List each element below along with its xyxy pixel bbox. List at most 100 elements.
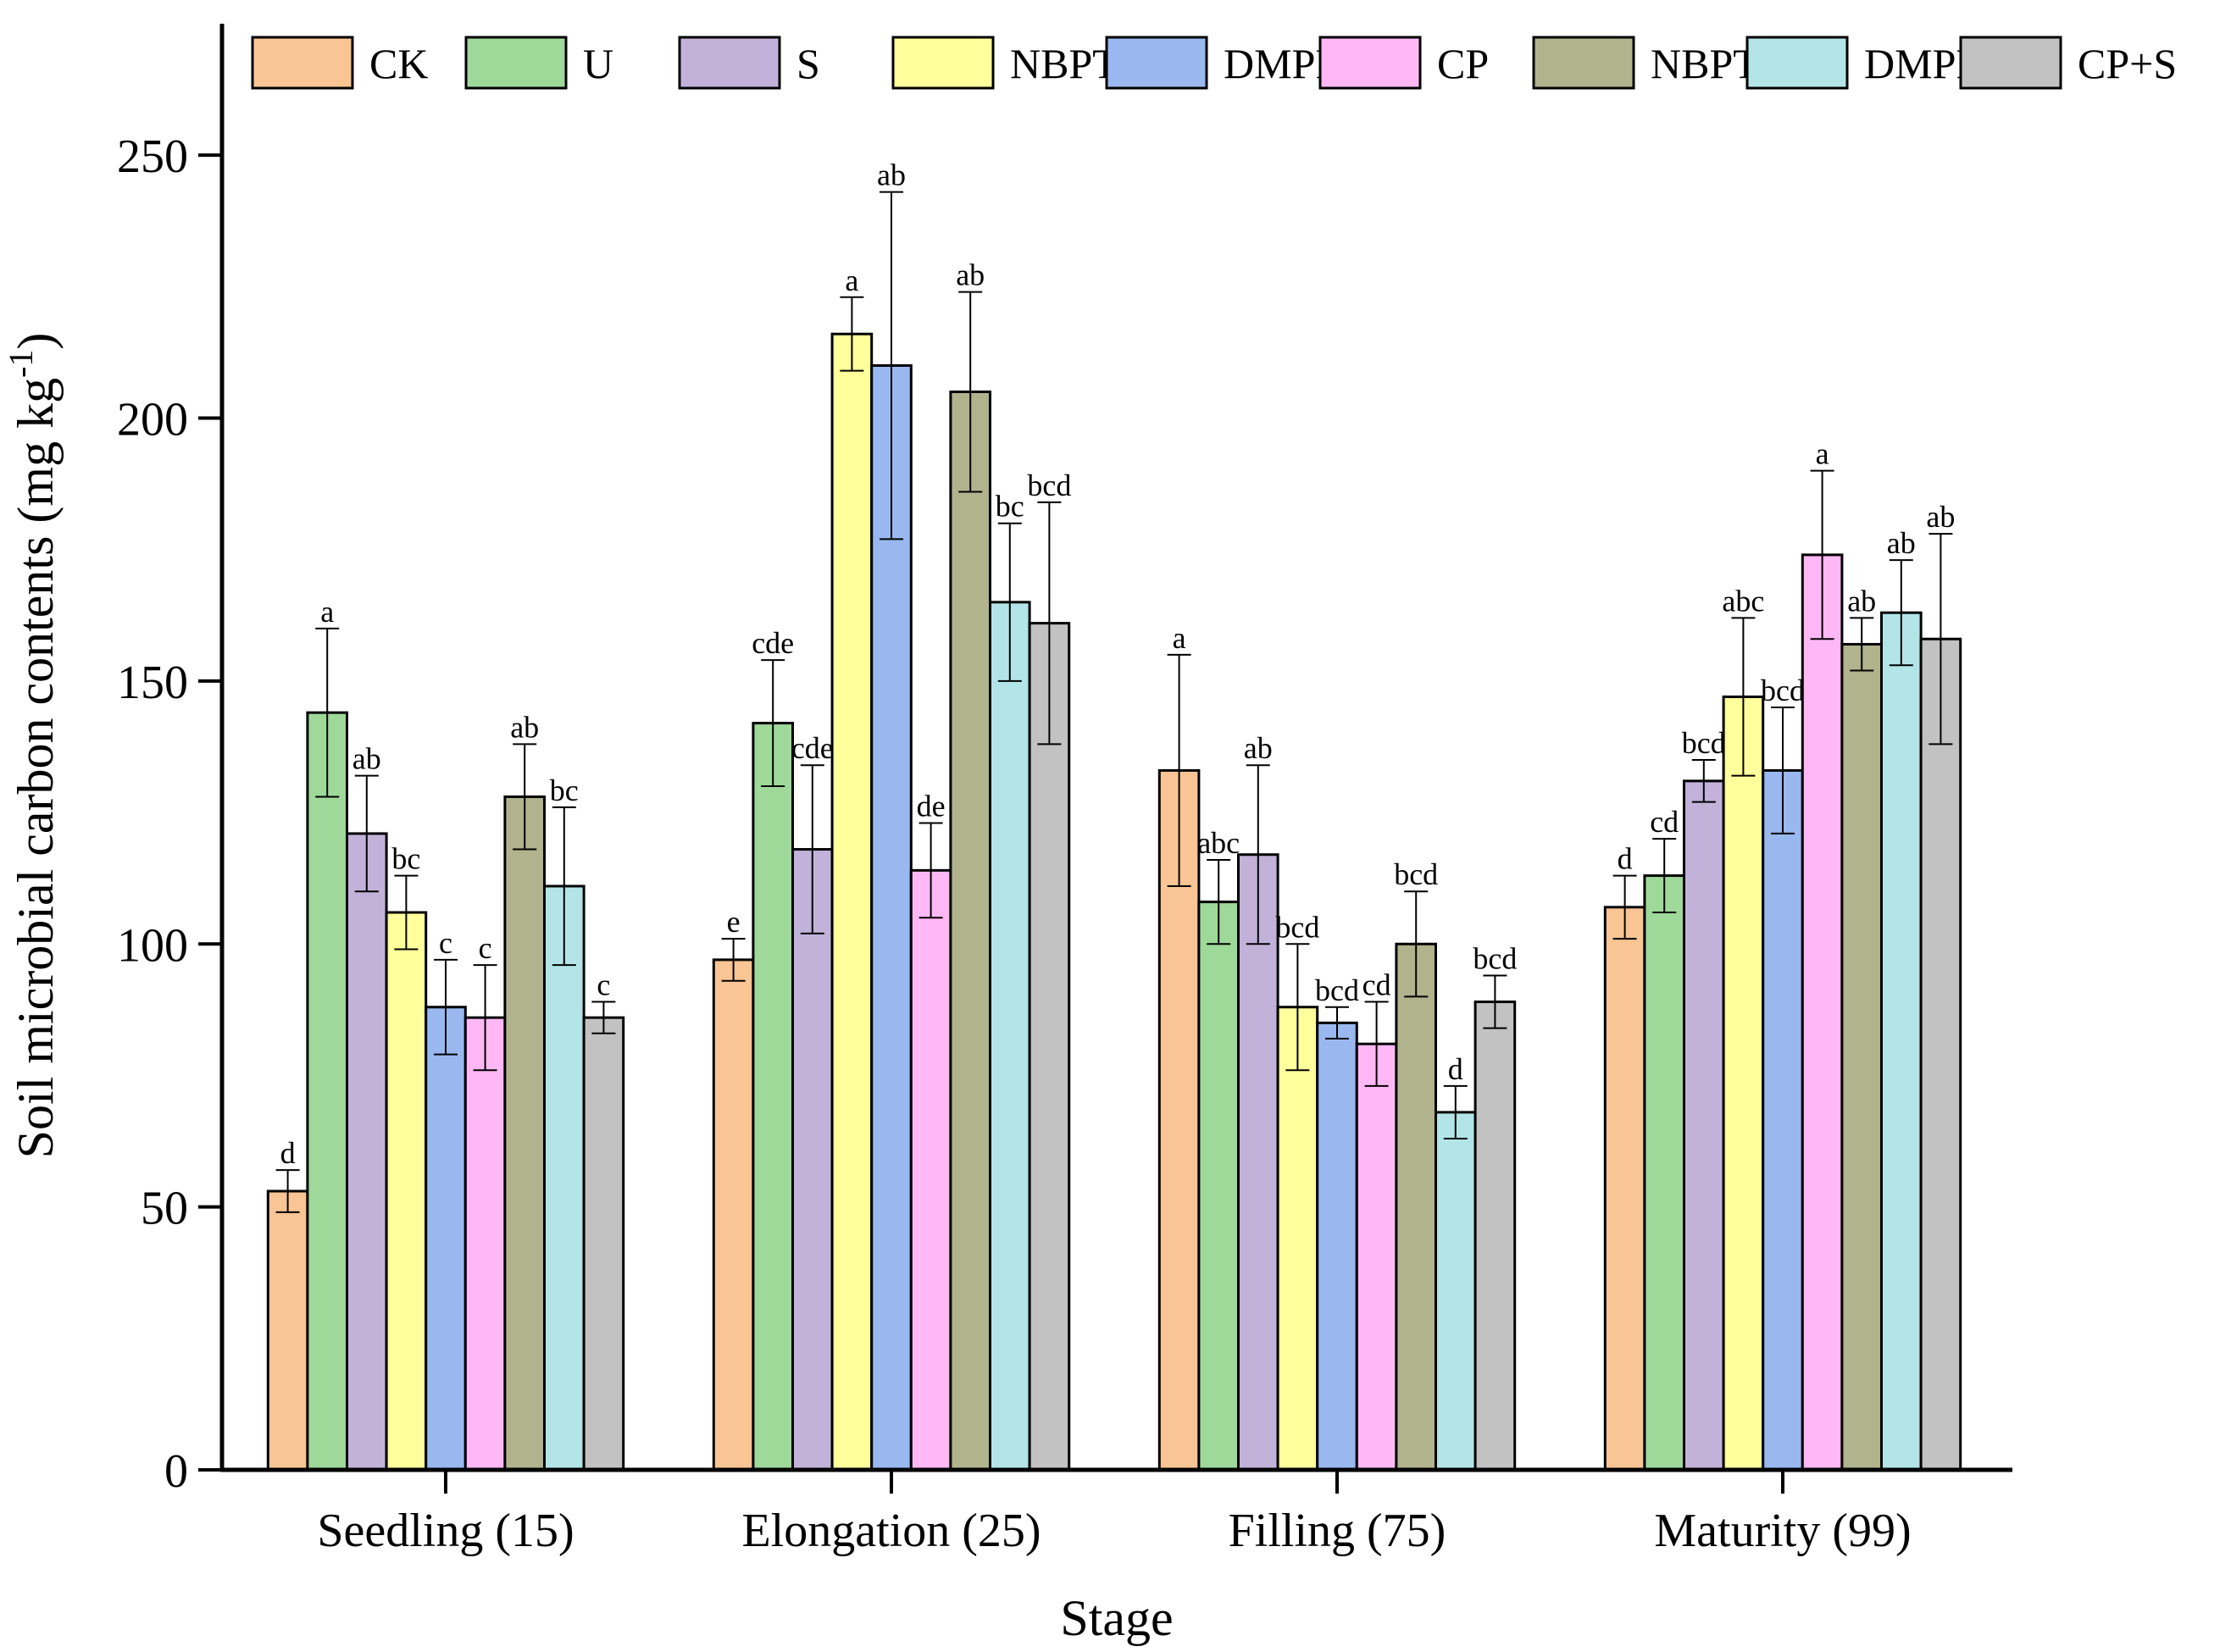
bar <box>1028 622 1071 1472</box>
significance-label: cd <box>1362 968 1391 1002</box>
y-axis-title-close: ) <box>8 333 64 350</box>
y-axis-title-sup: -1 <box>2 350 40 378</box>
legend-label: CP+S <box>2078 40 2177 87</box>
bar <box>1603 906 1646 1472</box>
x-tick-label: Maturity (99) <box>1654 1505 1911 1557</box>
significance-label: e <box>727 905 741 939</box>
bar <box>1840 642 1883 1472</box>
significance-label: ab <box>352 742 381 776</box>
bar <box>1473 1001 1517 1472</box>
significance-label: a <box>320 595 334 629</box>
y-tick-label: 250 <box>117 130 188 183</box>
bar <box>582 1016 625 1472</box>
y-axis-title: Soil microbial carbon contents (mg kg-1) <box>2 333 64 1159</box>
legend-label: CP <box>1437 40 1489 87</box>
significance-label: a <box>845 263 858 297</box>
bar <box>1880 611 1923 1472</box>
y-tick-label: 100 <box>117 919 188 972</box>
y-tick-label: 200 <box>117 394 188 446</box>
legend-swatch <box>251 36 354 90</box>
bar <box>949 391 992 1472</box>
bar <box>266 1189 309 1472</box>
significance-label: ab <box>510 710 539 744</box>
significance-label: d <box>1448 1052 1463 1086</box>
significance-label: de <box>917 790 946 823</box>
legend-label: S <box>796 40 820 87</box>
legend-label: U <box>583 40 613 87</box>
y-tick-label: 50 <box>141 1183 188 1235</box>
legend: CK U S NBPT DMPP CP NBPT+S DMPP+S CP+S <box>251 36 2177 90</box>
bar <box>1683 779 1725 1472</box>
x-ticks: Seedling (15) Elongation (25) Filling (75)… <box>317 1470 1912 1557</box>
legend-swatch <box>678 36 781 90</box>
y-axis-title-main: Soil microbial carbon contents (mg kg <box>8 378 64 1158</box>
legend-swatch <box>1959 36 2062 90</box>
bar <box>1276 1006 1319 1472</box>
legend-swatch <box>464 36 568 90</box>
significance-label: cd <box>1650 805 1679 839</box>
x-tick-label: Seedling (15) <box>317 1505 574 1557</box>
x-tick-label: Filling (75) <box>1229 1505 1446 1557</box>
bar <box>1316 1021 1358 1472</box>
significance-label: d <box>280 1136 296 1170</box>
x-tick-label: Elongation (25) <box>741 1505 1041 1557</box>
legend-swatch <box>1105 36 1208 90</box>
bar <box>463 1016 507 1472</box>
significance-label: c <box>439 926 452 960</box>
bar <box>712 958 755 1472</box>
bar <box>1197 901 1240 1472</box>
significance-label: bcd <box>1682 726 1726 760</box>
y-tick-label: 150 <box>117 657 188 709</box>
significance-label: bcd <box>1394 857 1438 891</box>
legend-swatch <box>1532 36 1635 90</box>
bar <box>1157 768 1201 1472</box>
legend-label: CK <box>369 40 428 87</box>
significance-label: ab <box>956 258 985 292</box>
bar <box>752 722 795 1472</box>
bar <box>1801 553 1844 1472</box>
significance-label: cde <box>791 731 834 765</box>
bar <box>543 884 585 1472</box>
legend-swatch <box>891 36 995 90</box>
axes <box>219 24 2012 1472</box>
bar <box>1355 1042 1398 1472</box>
significance-label: ab <box>1887 526 1916 560</box>
bar <box>346 832 388 1472</box>
bar <box>870 363 913 1472</box>
significance-label: bcd <box>1275 910 1319 944</box>
bar <box>1395 942 1438 1472</box>
significance-label: d <box>1618 842 1633 876</box>
significance-label: ab <box>1244 731 1273 765</box>
bar <box>1722 696 1765 1472</box>
bar <box>791 848 834 1472</box>
significance-label: bcd <box>1027 468 1071 502</box>
legend-label: NBPT <box>1010 40 1118 87</box>
significance-label: bcd <box>1761 674 1805 707</box>
significance-label: bcd <box>1315 973 1359 1007</box>
significance-label: abc <box>1197 826 1240 860</box>
x-axis-title: Stage <box>1060 1590 1173 1646</box>
significance-label: bcd <box>1473 942 1517 976</box>
bar <box>1237 853 1279 1472</box>
y-ticks: 0 50 100 150 200 250 <box>117 130 222 1498</box>
bar <box>1643 874 1686 1472</box>
bar <box>385 911 428 1472</box>
significance-label: bc <box>550 773 579 807</box>
bar <box>989 601 1031 1472</box>
bar <box>425 1006 467 1472</box>
legend-swatch <box>1318 36 1422 90</box>
significance-label: cde <box>752 626 794 660</box>
significance-label: bc <box>391 842 420 876</box>
bar <box>1762 768 1804 1472</box>
significance-label: c <box>479 931 492 965</box>
significance-label: ab <box>1926 500 1955 534</box>
significance-label: abc <box>1722 584 1764 618</box>
bar <box>830 332 874 1472</box>
bar <box>909 868 952 1472</box>
significance-label: c <box>597 968 610 1002</box>
significance-label: a <box>1816 437 1829 471</box>
significance-label: ab <box>877 158 906 192</box>
y-tick-label: 0 <box>164 1445 188 1498</box>
